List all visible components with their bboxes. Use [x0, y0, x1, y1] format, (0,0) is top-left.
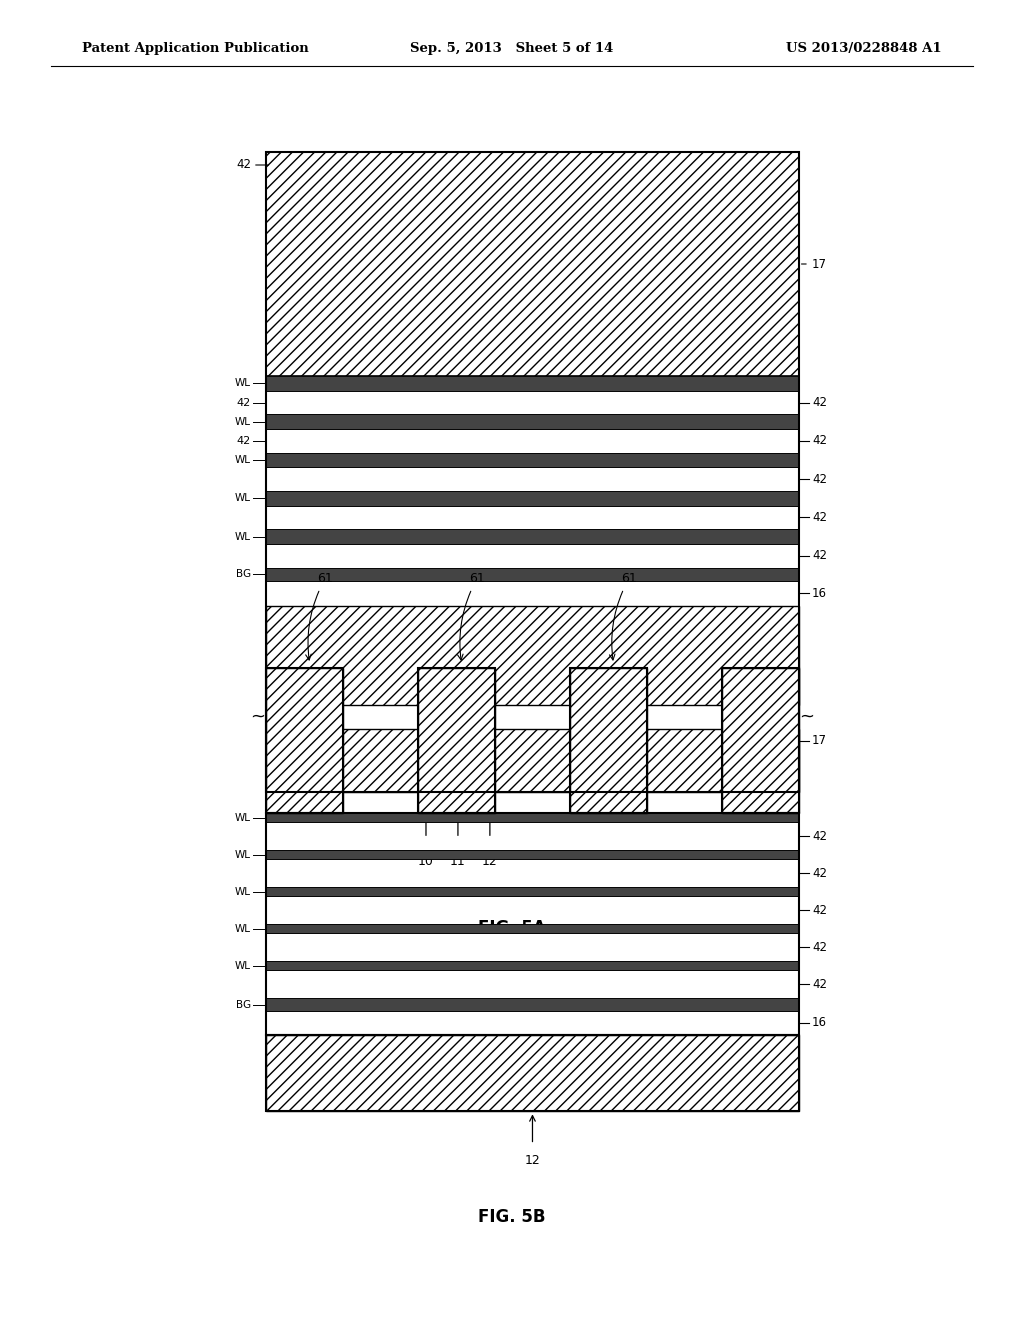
Bar: [266, 376, 799, 391]
Text: 11: 11: [451, 855, 466, 869]
Text: ~: ~: [251, 708, 265, 726]
Text: 42: 42: [236, 158, 251, 172]
Bar: [266, 970, 799, 998]
Bar: [266, 961, 799, 970]
Bar: [570, 668, 647, 813]
Text: Patent Application Publication: Patent Application Publication: [82, 42, 308, 55]
Bar: [266, 998, 799, 1011]
Text: WL: WL: [234, 850, 251, 859]
Bar: [266, 887, 799, 896]
Text: US 2013/0228848 A1: US 2013/0228848 A1: [786, 42, 942, 55]
Bar: [570, 668, 647, 813]
Bar: [266, 506, 799, 529]
Text: BG: BG: [236, 569, 251, 579]
Bar: [266, 933, 799, 961]
Text: 42: 42: [237, 436, 251, 446]
Text: WL: WL: [234, 417, 251, 426]
Bar: [266, 668, 343, 813]
Text: WL: WL: [234, 924, 251, 933]
Bar: [266, 729, 799, 792]
Bar: [266, 896, 799, 924]
Text: WL: WL: [234, 813, 251, 822]
Bar: [266, 813, 799, 1035]
Text: 42: 42: [812, 830, 827, 842]
Text: WL: WL: [234, 961, 251, 970]
Text: 16: 16: [812, 1016, 827, 1030]
Bar: [266, 544, 799, 568]
Text: 12: 12: [482, 855, 498, 869]
Text: 42: 42: [812, 396, 827, 409]
Text: 10: 10: [418, 855, 434, 869]
Bar: [418, 668, 495, 813]
Text: 42: 42: [812, 941, 827, 953]
Text: 42: 42: [812, 473, 827, 486]
Text: Sep. 5, 2013   Sheet 5 of 14: Sep. 5, 2013 Sheet 5 of 14: [411, 42, 613, 55]
Bar: [266, 467, 799, 491]
Text: 17: 17: [812, 734, 827, 747]
Bar: [266, 453, 799, 467]
Bar: [266, 491, 799, 506]
Text: 16: 16: [812, 587, 827, 599]
Text: WL: WL: [234, 887, 251, 896]
Text: 61: 61: [317, 572, 333, 585]
Text: BG: BG: [236, 999, 251, 1010]
Bar: [266, 850, 799, 859]
Bar: [266, 429, 799, 453]
Bar: [722, 668, 799, 813]
Text: 42: 42: [812, 904, 827, 916]
Text: WL: WL: [234, 532, 251, 541]
Bar: [266, 1035, 799, 1111]
Bar: [266, 152, 799, 792]
Bar: [266, 391, 799, 414]
Text: FIG. 5B: FIG. 5B: [478, 1208, 546, 1226]
Text: 42: 42: [812, 978, 827, 990]
Text: 42: 42: [237, 397, 251, 408]
Text: WL: WL: [234, 494, 251, 503]
Bar: [266, 822, 799, 850]
Bar: [266, 813, 799, 822]
Bar: [266, 581, 799, 606]
Bar: [722, 668, 799, 813]
Text: 61: 61: [621, 572, 637, 585]
Text: WL: WL: [234, 379, 251, 388]
Text: WL: WL: [234, 455, 251, 465]
Text: ~: ~: [800, 708, 814, 726]
Bar: [266, 1035, 799, 1111]
Bar: [266, 668, 343, 813]
Text: 42: 42: [812, 867, 827, 879]
Text: 42: 42: [812, 511, 827, 524]
Bar: [266, 568, 799, 581]
Text: 17: 17: [812, 257, 827, 271]
Bar: [266, 529, 799, 544]
Bar: [418, 668, 495, 813]
Bar: [266, 1011, 799, 1035]
Bar: [266, 414, 799, 429]
Text: 42: 42: [812, 434, 827, 447]
Bar: [266, 859, 799, 887]
Bar: [266, 606, 799, 705]
Text: FIG. 5A: FIG. 5A: [478, 919, 546, 937]
Text: 61: 61: [469, 572, 485, 585]
Bar: [266, 924, 799, 933]
Text: 12: 12: [524, 1154, 541, 1167]
Text: 42: 42: [812, 549, 827, 562]
Bar: [266, 152, 799, 376]
